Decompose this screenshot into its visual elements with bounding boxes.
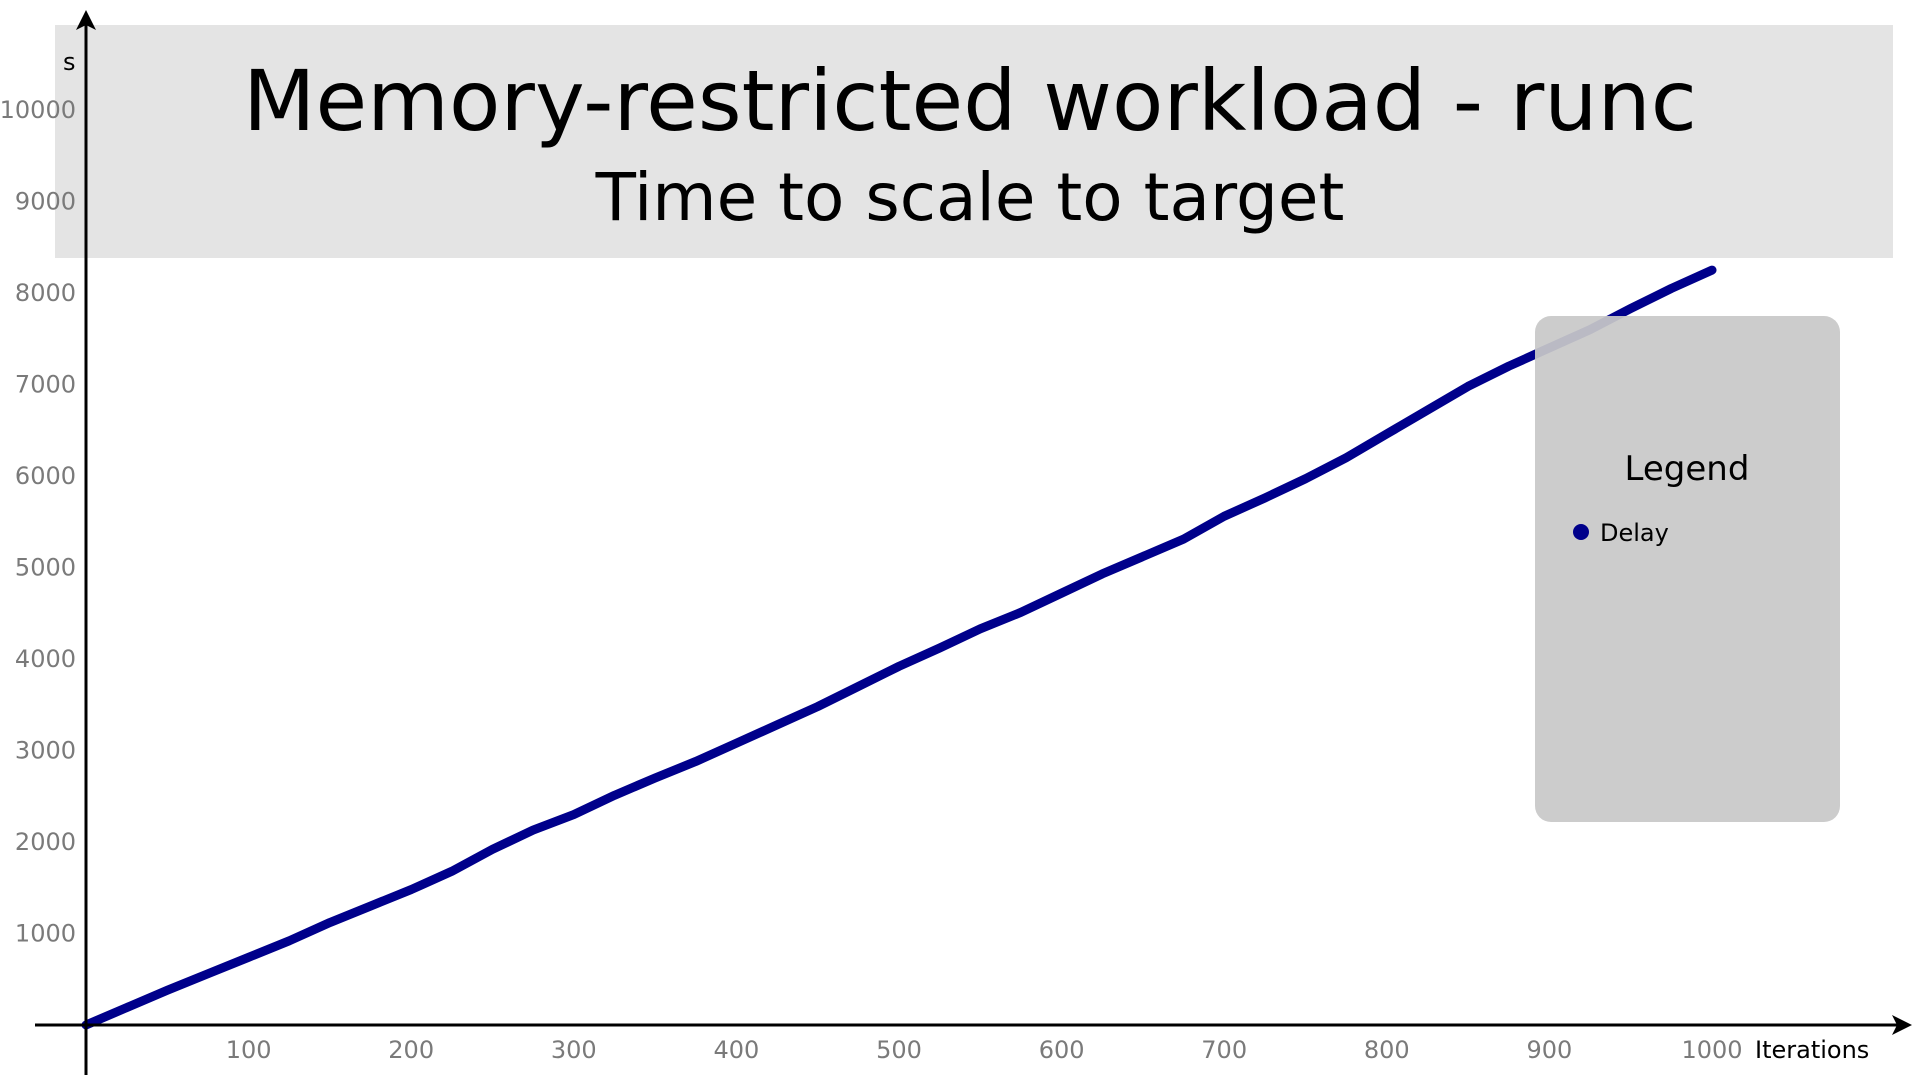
x-tick-labels: 100 200 300 400 500 600 700 800 900 1000 [226,1036,1743,1064]
legend-marker-delay [1573,524,1589,540]
chart-subtitle: Time to scale to target [595,159,1345,236]
legend-label-delay: Delay [1600,519,1669,547]
x-tick-label: 300 [551,1036,597,1064]
y-tick-label: 3000 [15,737,76,765]
x-tick-label: 600 [1039,1036,1085,1064]
y-tick-label: 8000 [15,279,76,307]
x-tick-label: 400 [713,1036,759,1064]
y-tick-label: 2000 [15,828,76,856]
title-band [55,25,1893,258]
y-tick-label: 10000 [0,96,76,124]
series-line-delay [81,265,1717,1030]
legend-box [1535,316,1840,822]
x-tick-label: 700 [1201,1036,1247,1064]
y-tick-label: 9000 [15,188,76,216]
legend-title: Legend [1625,449,1750,489]
y-axis-arrow [76,10,96,30]
y-tick-label: 7000 [15,371,76,399]
y-tick-labels: 1000 2000 3000 4000 5000 6000 7000 8000 9000 1000… [0,96,76,948]
x-axis-title: Iterations [1755,1036,1869,1064]
series-layer [81,265,1717,1030]
x-tick-label: 500 [876,1036,922,1064]
x-tick-label: 800 [1364,1036,1410,1064]
y-axis-title: s [63,48,76,76]
x-tick-label: 1000 [1681,1036,1742,1064]
x-tick-label: 100 [226,1036,272,1064]
legend: Legend Delay [1535,316,1840,822]
y-tick-label: 1000 [15,920,76,948]
y-tick-label: 4000 [15,645,76,673]
x-tick-label: 900 [1526,1036,1572,1064]
chart-title: Memory-restricted workload - runc [243,52,1697,150]
x-axis-arrow [1892,1015,1912,1035]
y-tick-label: 6000 [15,462,76,490]
x-tick-label: 200 [388,1036,434,1064]
y-tick-label: 5000 [15,554,76,582]
